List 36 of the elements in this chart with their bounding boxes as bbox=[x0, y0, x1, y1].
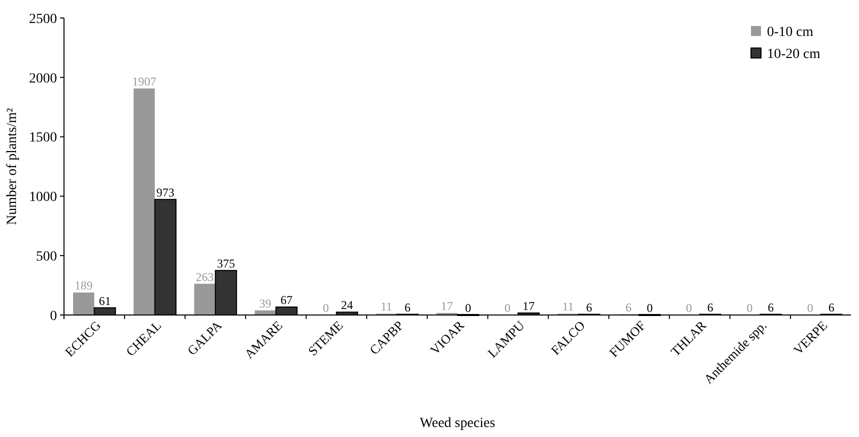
data-label: 375 bbox=[216, 256, 235, 270]
data-label: 6 bbox=[768, 300, 774, 314]
data-label: 17 bbox=[440, 298, 453, 313]
y-tick-label: 2000 bbox=[29, 71, 57, 86]
data-label: 6 bbox=[626, 300, 632, 314]
data-label: 0 bbox=[504, 301, 510, 315]
data-label: 6 bbox=[404, 300, 411, 314]
data-label: 6 bbox=[707, 300, 714, 314]
y-tick-label: 500 bbox=[36, 250, 57, 264]
data-label: 973 bbox=[156, 185, 174, 200]
data-label: 17 bbox=[522, 298, 535, 313]
x-axis-title: Weed species bbox=[420, 416, 496, 431]
data-label: 0 bbox=[322, 301, 329, 315]
legend-label: 10-20 cm bbox=[767, 46, 820, 62]
y-tick-label: 0 bbox=[50, 308, 57, 324]
data-label: 0 bbox=[746, 301, 753, 315]
data-label: 1907 bbox=[132, 74, 156, 88]
data-label: 0 bbox=[807, 301, 814, 315]
data-label: 67 bbox=[280, 293, 292, 308]
data-label: 24 bbox=[341, 298, 354, 312]
data-label: 263 bbox=[196, 270, 214, 284]
data-label: 11 bbox=[380, 300, 392, 314]
data-label: 61 bbox=[98, 294, 111, 308]
legend-label: 0-10 cm bbox=[767, 24, 814, 40]
y-tick-label: 2500 bbox=[29, 12, 57, 27]
data-label: 0 bbox=[465, 301, 472, 315]
y-axis-title: Number of plants/m² bbox=[5, 108, 20, 225]
y-tick-label: 1000 bbox=[29, 190, 57, 206]
data-label: 39 bbox=[259, 296, 272, 310]
data-label: 6 bbox=[828, 300, 834, 314]
y-tick-label: 1500 bbox=[29, 130, 57, 146]
data-label: 6 bbox=[586, 300, 592, 314]
data-label: 0 bbox=[686, 301, 692, 315]
data-label: 189 bbox=[74, 278, 93, 293]
data-label: 11 bbox=[562, 300, 574, 314]
data-label: 0 bbox=[646, 301, 653, 315]
